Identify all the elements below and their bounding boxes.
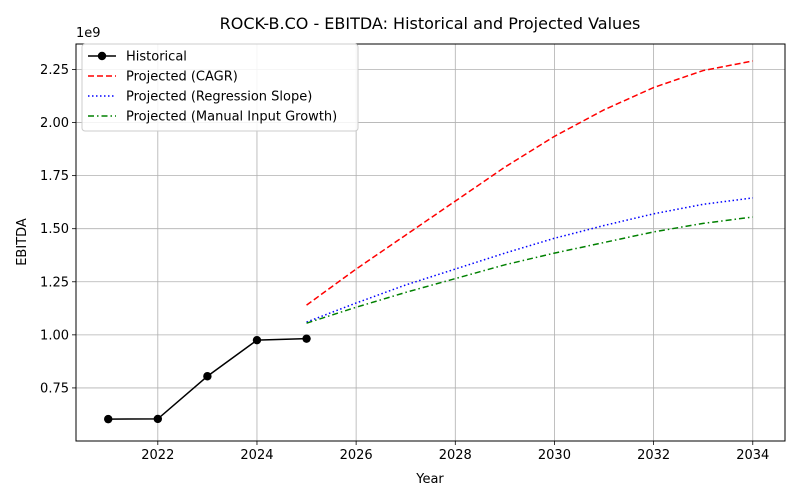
plot-frame bbox=[75, 43, 786, 442]
y-tick-label: 2.25 bbox=[40, 63, 69, 78]
legend-label: Projected (Regression Slope) bbox=[126, 90, 312, 105]
series-line bbox=[306, 216, 753, 324]
x-tick-label: 2034 bbox=[736, 448, 769, 463]
data-point bbox=[252, 335, 262, 345]
legend-box bbox=[81, 43, 359, 132]
x-tick-label: 2024 bbox=[240, 448, 273, 463]
series-line bbox=[306, 60, 753, 306]
legend-item: Projected (Regression Slope) bbox=[88, 90, 312, 105]
y-axis: 0.75 1.00 1.25 1.50 1.75 2.00 2.25 bbox=[40, 63, 76, 396]
series-projected-manual-input-growth bbox=[306, 216, 753, 324]
y-tick-label: 0.75 bbox=[40, 381, 69, 396]
series-projected-regression-slope bbox=[306, 197, 753, 323]
y-tick-label: 1.50 bbox=[40, 222, 69, 237]
y-tick-label: 1.75 bbox=[40, 169, 69, 184]
data-point bbox=[104, 414, 113, 424]
series-projected-cagr bbox=[306, 60, 753, 306]
x-tick-label: 2032 bbox=[637, 448, 670, 463]
y-offset-text: 1e9 bbox=[76, 26, 101, 41]
legend-label: Historical bbox=[126, 50, 187, 65]
legend: Historical Projected (CAGR) Projected (Reg… bbox=[81, 43, 359, 132]
data-point bbox=[302, 334, 311, 343]
x-axis: 2022 2024 2026 2028 2030 2032 2034 bbox=[141, 441, 769, 463]
series-line bbox=[306, 197, 753, 323]
x-tick-label: 2022 bbox=[141, 448, 174, 463]
legend-item: Historical bbox=[88, 50, 187, 65]
legend-item: Projected (Manual Input Growth) bbox=[88, 110, 337, 125]
y-axis-label: EBITDA bbox=[15, 218, 30, 266]
y-tick-label: 1.00 bbox=[40, 328, 69, 343]
x-axis-label: Year bbox=[415, 472, 444, 487]
data-point bbox=[153, 414, 163, 424]
x-tick-label: 2030 bbox=[538, 448, 571, 463]
y-tick-label: 2.00 bbox=[40, 116, 69, 131]
chart-title: ROCK-B.CO - EBITDA: Historical and Proje… bbox=[220, 14, 641, 33]
series-layer bbox=[104, 60, 753, 424]
x-tick-label: 2026 bbox=[340, 448, 373, 463]
legend-item: Projected (CAGR) bbox=[88, 70, 238, 85]
legend-label: Projected (Manual Input Growth) bbox=[126, 110, 337, 125]
data-point bbox=[203, 372, 212, 381]
y-tick-label: 1.25 bbox=[40, 275, 69, 290]
series-historical bbox=[104, 334, 311, 424]
legend-label: Projected (CAGR) bbox=[126, 70, 238, 85]
x-tick-label: 2028 bbox=[439, 448, 472, 463]
legend-marker bbox=[97, 51, 107, 61]
